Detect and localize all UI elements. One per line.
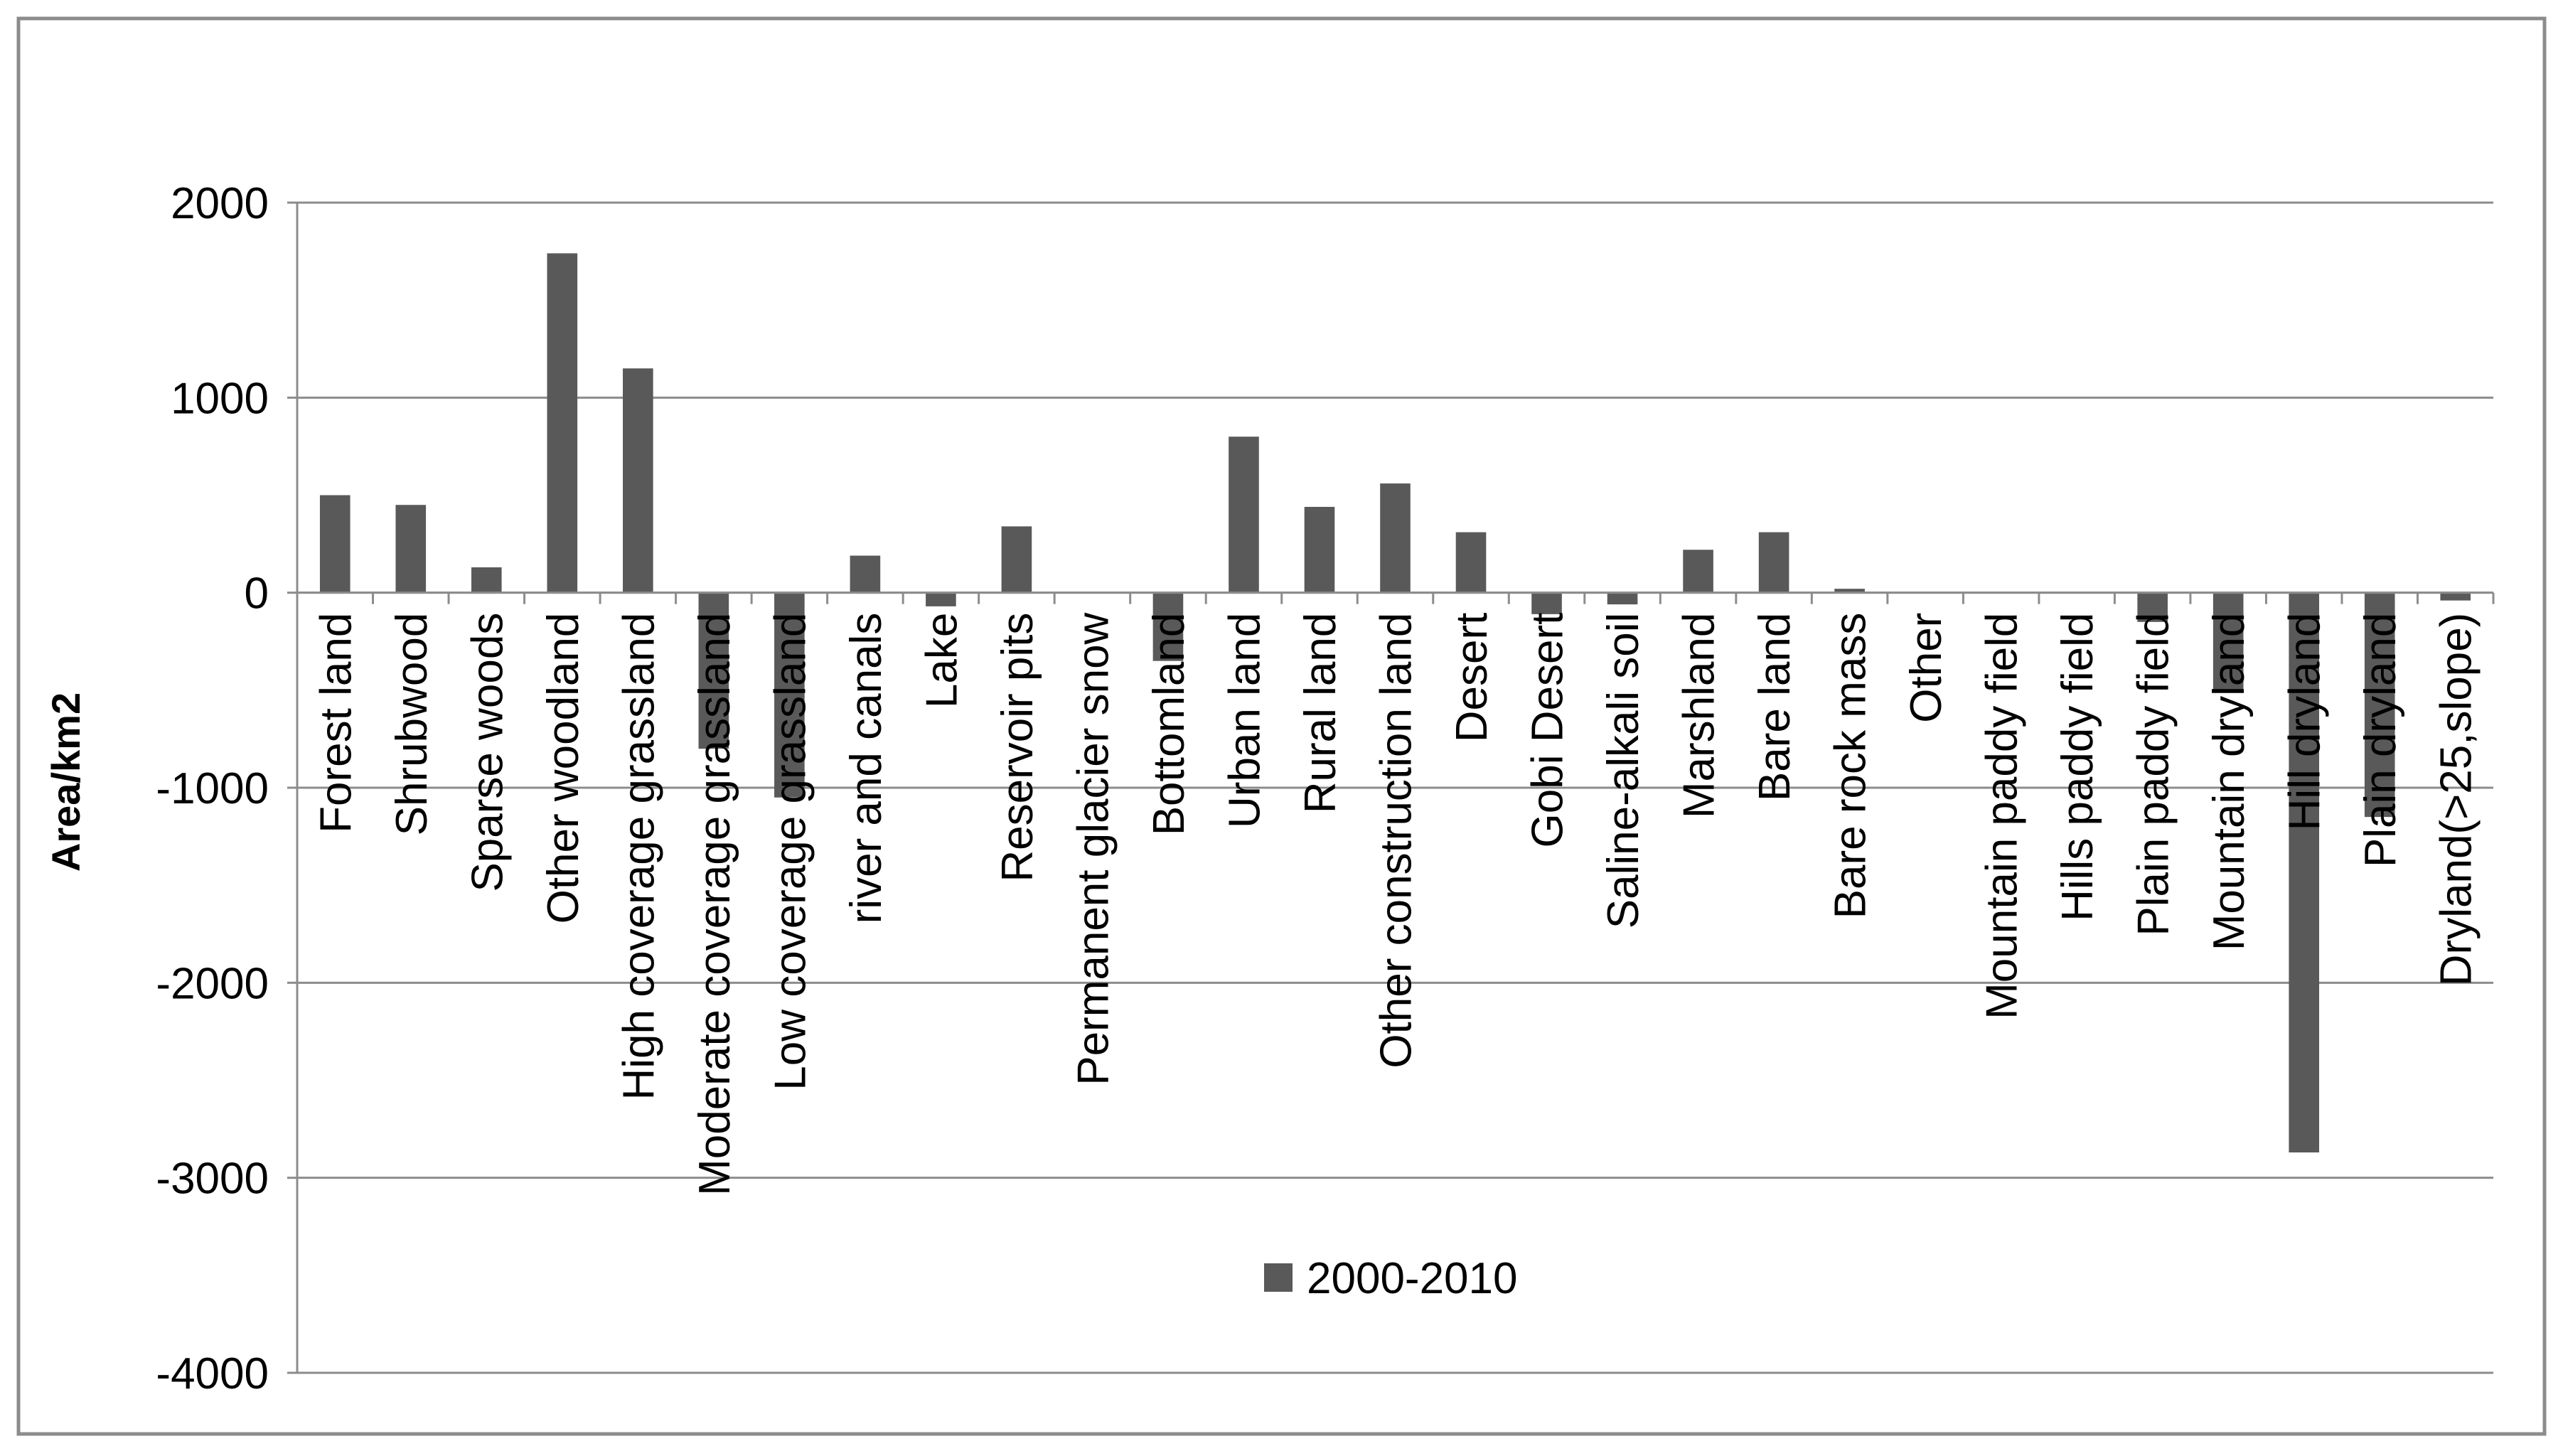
bar (1683, 550, 1713, 593)
bar (1229, 437, 1259, 593)
bar (1455, 532, 1487, 593)
bar (319, 495, 351, 593)
category-label: Hill dryland (2281, 613, 2330, 831)
y-tick-label: -4000 (156, 1349, 269, 1398)
bar (2440, 592, 2471, 601)
category-label: Mountain paddy field (1978, 613, 2027, 1019)
category-label: Lake (917, 613, 966, 708)
category-label: Mountain dryland (2205, 613, 2254, 951)
bar (2137, 592, 2168, 622)
bar (623, 368, 653, 593)
gridlines (297, 201, 2493, 1374)
category-label: Permanent glacier snow (1069, 612, 1118, 1085)
bar (850, 555, 881, 593)
category-label: High coverage grassland (614, 613, 663, 1101)
y-tick-label: 2000 (171, 179, 269, 228)
bar (1152, 592, 1184, 661)
bars (319, 253, 2471, 1153)
legend-label: 2000-2010 (1307, 1254, 1518, 1303)
category-label: Bottomland (1145, 613, 1194, 836)
category-label: Plain paddy field (2129, 613, 2178, 936)
category-label: Rural land (1296, 613, 1345, 814)
category-label: Hills paddy field (2053, 613, 2102, 921)
category-label: Shrubwood (387, 613, 437, 836)
axes (287, 201, 2495, 1374)
y-tick-label: 0 (245, 569, 269, 619)
y-tick-label: 1000 (171, 374, 269, 423)
legend: 2000-2010 (1264, 1254, 1518, 1303)
category-label: Other (1902, 613, 1951, 723)
category-label: Dryland(>25,slope) (2432, 613, 2481, 987)
y-axis-title: Area/km2 (43, 692, 88, 872)
category-label: Desert (1448, 613, 1497, 743)
y-tick-label: -3000 (156, 1155, 269, 1204)
y-tick-label: -1000 (156, 764, 269, 813)
bar (1001, 526, 1032, 593)
category-label: Bare rock mass (1826, 613, 1876, 919)
category-label: Saline-alkali soil (1599, 613, 1648, 929)
bar (395, 505, 427, 593)
category-labels: Forest land Shrubwood Sparse woods Other wo… (311, 612, 2481, 1195)
bar (2364, 592, 2395, 818)
category-label: Low coverage grassland (766, 613, 815, 1091)
category-label: Gobi Desert (1524, 613, 1573, 848)
category-label: Urban land (1220, 613, 1269, 828)
category-label: Marshland (1675, 613, 1724, 818)
category-label: Other construction land (1372, 613, 1421, 1069)
y-tick-labels: 2000 1000 0 -1000 -2000 -3000 -4000 (156, 179, 269, 1398)
bar (1834, 589, 1865, 593)
bar (2212, 592, 2244, 690)
chart-frame (16, 16, 2547, 1436)
category-label: Other woodland (539, 613, 588, 924)
category-label: Moderate coverage grassland (690, 613, 739, 1196)
bar (547, 253, 578, 593)
bar (1531, 592, 1562, 614)
category-label: Reservoir pits (993, 613, 1042, 882)
category-label: Plain dryland (2356, 613, 2405, 867)
bar (1380, 483, 1411, 593)
category-label: Bare land (1750, 613, 1799, 801)
bar (774, 592, 805, 798)
category-label: river and canals (842, 613, 891, 924)
bar (926, 592, 956, 606)
category-label: Forest land (311, 613, 360, 833)
legend-swatch (1264, 1263, 1293, 1292)
bar (1607, 592, 1638, 605)
bar (1304, 506, 1335, 593)
bar (698, 592, 729, 749)
bar (471, 567, 502, 593)
y-tick-label: -2000 (156, 959, 269, 1008)
bar (2289, 592, 2320, 1153)
category-label: Sparse woods (463, 613, 512, 892)
bar (1758, 532, 1789, 593)
